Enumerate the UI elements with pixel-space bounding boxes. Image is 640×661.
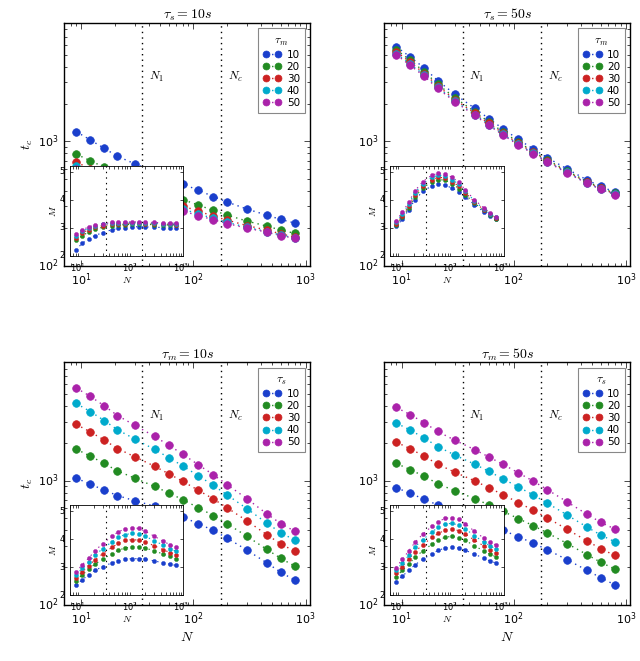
X-axis label: $N$: $N$ — [500, 630, 515, 644]
Legend: 10, 20, 30, 40, 50: 10, 20, 30, 40, 50 — [257, 28, 305, 113]
Legend: 10, 20, 30, 40, 50: 10, 20, 30, 40, 50 — [257, 368, 305, 453]
Text: $N_c$: $N_c$ — [228, 409, 243, 423]
X-axis label: $N$: $N$ — [180, 630, 195, 644]
Y-axis label: $t_c$: $t_c$ — [20, 478, 35, 489]
Title: $\tau_m = 50s$: $\tau_m = 50s$ — [481, 346, 534, 363]
Y-axis label: $t_c$: $t_c$ — [20, 139, 35, 150]
Text: $N_c$: $N_c$ — [548, 409, 563, 423]
Text: $N_1$: $N_1$ — [149, 70, 164, 84]
Text: $N_c$: $N_c$ — [228, 70, 243, 84]
Text: $N_1$: $N_1$ — [469, 70, 484, 84]
Legend: 10, 20, 30, 40, 50: 10, 20, 30, 40, 50 — [578, 368, 625, 453]
Legend: 10, 20, 30, 40, 50: 10, 20, 30, 40, 50 — [578, 28, 625, 113]
Title: $\tau_m = 10s$: $\tau_m = 10s$ — [161, 347, 214, 363]
Title: $\tau_s = 10s$: $\tau_s = 10s$ — [163, 8, 212, 23]
Text: $N_c$: $N_c$ — [548, 70, 563, 84]
Text: $N_1$: $N_1$ — [469, 409, 484, 423]
Title: $\tau_s = 50s$: $\tau_s = 50s$ — [483, 7, 532, 23]
Text: $N_1$: $N_1$ — [149, 409, 164, 423]
